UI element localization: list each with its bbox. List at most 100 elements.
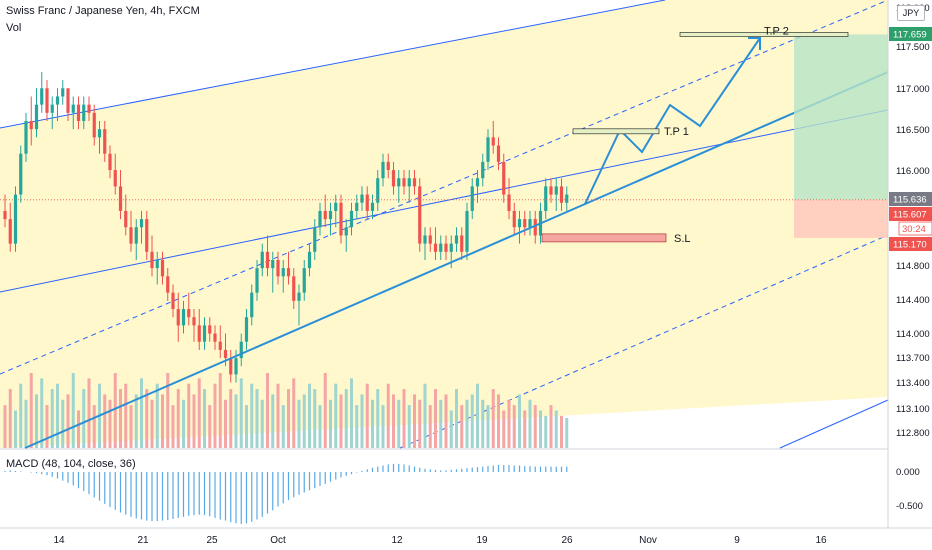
candle-body — [323, 210, 327, 220]
candle-body — [40, 88, 44, 105]
stop-zone — [794, 199, 888, 238]
candle-body — [244, 317, 249, 342]
volume-bar — [544, 415, 548, 448]
entry-price-marker-bg — [889, 207, 932, 221]
volume-bar — [308, 383, 311, 448]
candle-body — [307, 251, 312, 269]
volume-bar — [302, 394, 306, 448]
volume-bar — [528, 399, 532, 448]
candle-body — [176, 309, 180, 326]
candle-body — [433, 243, 438, 252]
price-axis — [888, 0, 932, 550]
currency-button[interactable]: JPY — [897, 5, 925, 21]
volume-bar — [266, 373, 269, 448]
volume-bar — [87, 378, 91, 448]
forecast-arrowhead — [748, 37, 761, 50]
time-tick-label: Oct — [270, 535, 286, 546]
time-tick-label: 25 — [206, 535, 218, 546]
volume-bar — [155, 383, 159, 448]
macd-label: MACD (48, 104, close, 36) — [6, 458, 136, 470]
volume-bar — [255, 389, 259, 448]
stop-price-marker-bg — [889, 237, 932, 251]
volume-bar — [360, 394, 364, 448]
candle-body — [187, 309, 191, 318]
price-tick-label: 112.800 — [896, 428, 930, 439]
volume-bar — [119, 389, 122, 448]
candle-body — [124, 210, 128, 228]
price-tick-label: 114.000 — [896, 329, 930, 340]
current-price-marker-bg — [889, 192, 932, 206]
macd-tick-label: -0.500 — [896, 501, 923, 512]
volume-bar — [234, 394, 238, 448]
candle-body — [218, 341, 222, 350]
volume-bar — [239, 378, 243, 448]
tp1-box — [572, 128, 660, 135]
volume-bar — [281, 405, 285, 448]
volume-bar — [224, 399, 227, 448]
candle-body — [475, 178, 480, 187]
candle-body — [302, 268, 306, 293]
volume-bar — [470, 394, 474, 448]
volume-bar — [497, 394, 500, 448]
volume-bar — [8, 389, 12, 448]
price-tick-label: 117.000 — [896, 84, 930, 95]
candle-body — [360, 194, 364, 203]
candle-body — [412, 178, 417, 187]
channel-mid-dashed-line — [0, 0, 889, 375]
candle-body — [281, 268, 285, 277]
price-tick-label: 113.400 — [896, 378, 930, 389]
volume-bar — [134, 394, 138, 448]
time-tick-label: 9 — [734, 535, 740, 546]
target-price-marker-bg — [889, 27, 932, 41]
candle-body — [160, 259, 165, 277]
candle-body — [87, 104, 91, 113]
candle-body — [565, 194, 569, 203]
volume-bar — [313, 389, 317, 448]
volume-bar — [407, 405, 411, 448]
candle-body — [439, 243, 443, 252]
candle-body — [523, 219, 527, 228]
volume-bar — [66, 394, 70, 448]
price-tick-label: 117.500 — [896, 42, 930, 53]
volume-bar — [533, 405, 537, 448]
volume-bar — [365, 383, 369, 448]
candle-body — [82, 104, 86, 121]
volume-bar — [218, 373, 222, 448]
candle-body — [349, 210, 354, 228]
volume-bar — [423, 383, 427, 448]
volume-bar — [140, 378, 143, 448]
candle-body — [76, 104, 81, 121]
volume-bar — [250, 383, 254, 448]
candle-body — [45, 88, 49, 113]
volume-bar — [439, 399, 443, 448]
candle-body — [34, 104, 39, 130]
volume-bar — [108, 399, 112, 448]
candle-body — [376, 178, 380, 203]
volume-bar — [61, 399, 65, 448]
candle-body — [318, 210, 322, 228]
candle-body — [71, 104, 75, 113]
volume-bar — [481, 399, 485, 448]
volume-bar — [19, 383, 23, 448]
candle-body — [502, 161, 506, 195]
candle-body — [334, 202, 338, 211]
countdown-label: 30:24 — [902, 224, 926, 235]
volume-bar — [502, 410, 506, 448]
volume-bar — [276, 383, 280, 448]
volume-bar — [208, 405, 212, 448]
candle-body — [250, 292, 254, 318]
candle-body — [402, 178, 406, 187]
candle-body — [118, 186, 123, 211]
candle-body — [271, 259, 275, 269]
candle-body — [197, 325, 201, 342]
tp1-label: T.P 1 — [664, 126, 689, 138]
candle-body — [24, 120, 28, 154]
candle-body — [423, 235, 427, 244]
volume-bar — [113, 373, 117, 448]
volume-bar — [381, 405, 385, 448]
candle-body — [292, 276, 296, 301]
volume-bar — [292, 378, 296, 448]
channel-bottom-line — [779, 399, 889, 449]
channel-low-dashed-line — [399, 234, 889, 449]
